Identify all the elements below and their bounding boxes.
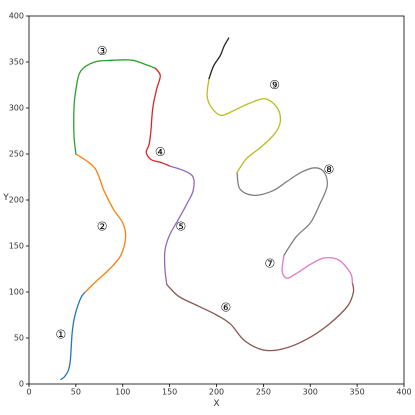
segment-label-3: ③ xyxy=(97,44,108,58)
series-line-9 xyxy=(206,77,282,174)
y-axis-label: Y xyxy=(2,193,9,203)
series-line-2 xyxy=(75,153,127,293)
series-line-4 xyxy=(145,67,171,167)
y-tick-label: 100 xyxy=(9,288,24,297)
x-axis-label: X xyxy=(213,399,219,409)
series-line-3 xyxy=(73,59,157,155)
y-tick-label: 250 xyxy=(9,150,24,159)
series-line-10 xyxy=(208,37,230,80)
x-tick-label: 100 xyxy=(115,388,130,397)
y-tick-label: 200 xyxy=(9,196,24,205)
x-tick-label: 50 xyxy=(71,388,81,397)
segment-label-2: ② xyxy=(97,220,108,234)
segment-label-7: ⑦ xyxy=(265,257,276,271)
y-tick-label: 150 xyxy=(9,242,24,251)
y-tick-label: 400 xyxy=(9,12,24,21)
x-tick-label: 200 xyxy=(209,388,224,397)
y-tick-label: 300 xyxy=(9,104,24,113)
segment-label-9: ⑨ xyxy=(269,78,280,92)
segment-label-5: ⑤ xyxy=(176,220,187,234)
series-line-5 xyxy=(163,165,195,286)
series-line-8 xyxy=(236,167,328,256)
segment-label-1: ① xyxy=(56,327,67,341)
series-line-6 xyxy=(166,282,355,352)
series-line-1 xyxy=(60,291,86,381)
series-line-7 xyxy=(281,254,354,284)
series-lines xyxy=(60,37,355,381)
axis-ticks: 0 50 100 150 200 250 300 350 400 0 50 100 150 200 250 3… xyxy=(9,12,412,397)
y-tick-label: 0 xyxy=(19,380,24,389)
x-tick-label: 400 xyxy=(396,388,411,397)
x-tick-label: 350 xyxy=(349,388,364,397)
segment-label-6: ⑥ xyxy=(221,301,232,315)
y-tick-label: 50 xyxy=(14,334,24,343)
segment-label-4: ④ xyxy=(155,145,166,159)
x-tick-label: 250 xyxy=(256,388,271,397)
segment-label-8: ⑧ xyxy=(324,163,335,177)
x-tick-label: 150 xyxy=(162,388,177,397)
x-tick-label: 0 xyxy=(26,388,31,397)
segment-labels: ① ② ③ ④ ⑤ ⑥ ⑦ ⑧ ⑨ xyxy=(56,44,335,341)
y-tick-label: 350 xyxy=(9,58,24,67)
x-tick-label: 300 xyxy=(303,388,318,397)
